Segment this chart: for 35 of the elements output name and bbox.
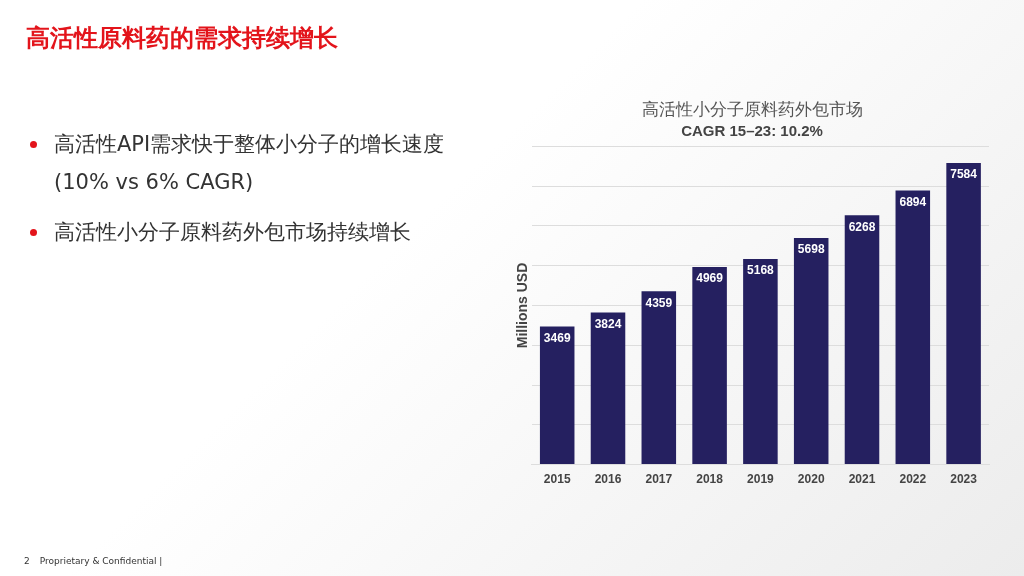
- x-tick-label: 2020: [797, 472, 825, 487]
- bar: [692, 266, 727, 465]
- data-label: 4359: [645, 295, 673, 310]
- data-label: 7584: [950, 167, 978, 182]
- text: 高活性原料药的需求持续增长: [26, 23, 338, 54]
- data-label: 6268: [848, 219, 876, 234]
- x-tick-label: 2021: [848, 472, 876, 487]
- x-tick-label: 2016: [594, 472, 622, 487]
- data-label: 5168: [747, 263, 775, 278]
- chart-title: 高活性小分子原料药外包市场: [641, 98, 863, 119]
- bar: [590, 312, 626, 465]
- x-tick-label: 2023: [950, 472, 978, 487]
- data-label: 5698: [797, 242, 825, 257]
- text: 2: [24, 556, 30, 566]
- data-label: 4969: [696, 271, 724, 286]
- bar: [641, 291, 677, 465]
- text: 高活性API需求快于整体小分子的增长速度(10% vs 6% CAGR): [54, 131, 446, 196]
- x-tick-label: 2018: [696, 472, 724, 487]
- data-label: 3469: [543, 330, 571, 345]
- bar: [895, 190, 931, 465]
- data-label: 6894: [899, 194, 927, 209]
- bar: [539, 326, 575, 465]
- text: Proprietary & Confidential |: [39, 556, 163, 566]
- x-tick-label: 2019: [747, 472, 775, 487]
- text: 高活性小分子原料药外包市场持续增长: [54, 219, 412, 246]
- y-axis-title: Millions USD: [514, 262, 531, 349]
- chart-subtitle: CAGR 15–23: 10.2%: [681, 121, 823, 139]
- data-label: 3824: [594, 316, 622, 331]
- bar: [844, 215, 880, 465]
- x-tick-label: 2015: [543, 472, 571, 487]
- x-tick-label: 2017: [645, 472, 673, 487]
- bar: [743, 259, 778, 465]
- x-tick-label: 2022: [899, 472, 927, 487]
- bar: [946, 162, 981, 465]
- bar: [793, 237, 829, 465]
